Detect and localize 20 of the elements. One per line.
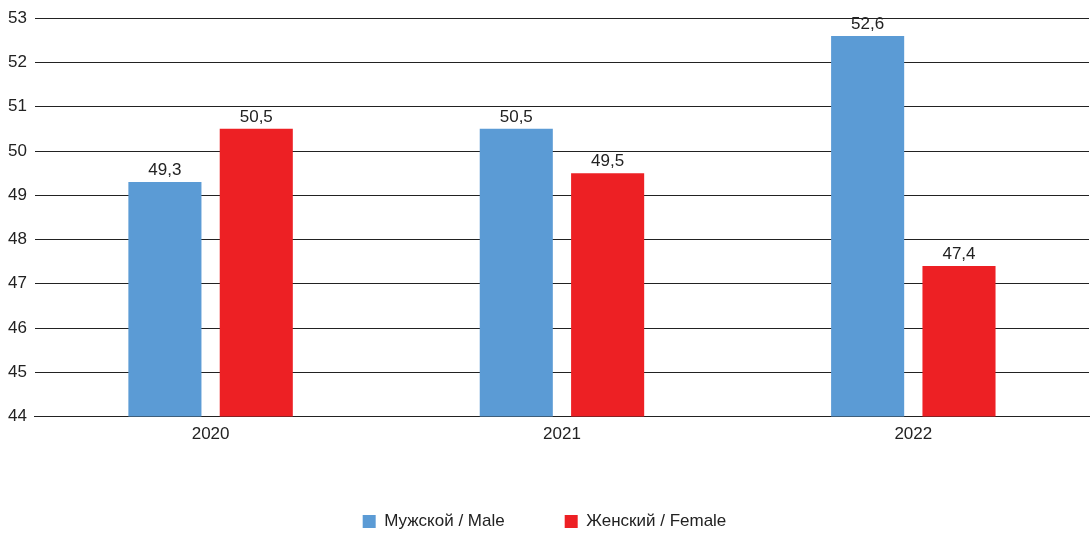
y-tick-label: 44 bbox=[7, 406, 27, 426]
y-tick-label: 53 bbox=[7, 7, 27, 27]
y-tick-label: 46 bbox=[7, 317, 27, 337]
data-label: 50,5 bbox=[499, 107, 533, 127]
y-tick-label: 45 bbox=[7, 362, 27, 382]
y-tick-label: 52 bbox=[7, 52, 27, 72]
data-label: 47,4 bbox=[942, 244, 976, 264]
legend-label: Женский / Female bbox=[586, 511, 727, 531]
y-tick-label: 47 bbox=[7, 273, 27, 293]
x-tick-label: 2020 bbox=[191, 424, 230, 444]
y-tick-label: 50 bbox=[7, 140, 27, 160]
x-tick-label: 2021 bbox=[543, 424, 581, 444]
y-tick-label: 49 bbox=[7, 184, 27, 204]
data-label: 49,5 bbox=[591, 151, 625, 171]
y-tick-label: 51 bbox=[7, 96, 27, 116]
data-label: 49,3 bbox=[148, 160, 182, 180]
y-tick-label: 48 bbox=[7, 229, 27, 249]
x-tick-label: 2022 bbox=[894, 424, 933, 444]
legend-label: Мужской / Male bbox=[384, 511, 505, 531]
data-label: 50,5 bbox=[239, 107, 273, 127]
